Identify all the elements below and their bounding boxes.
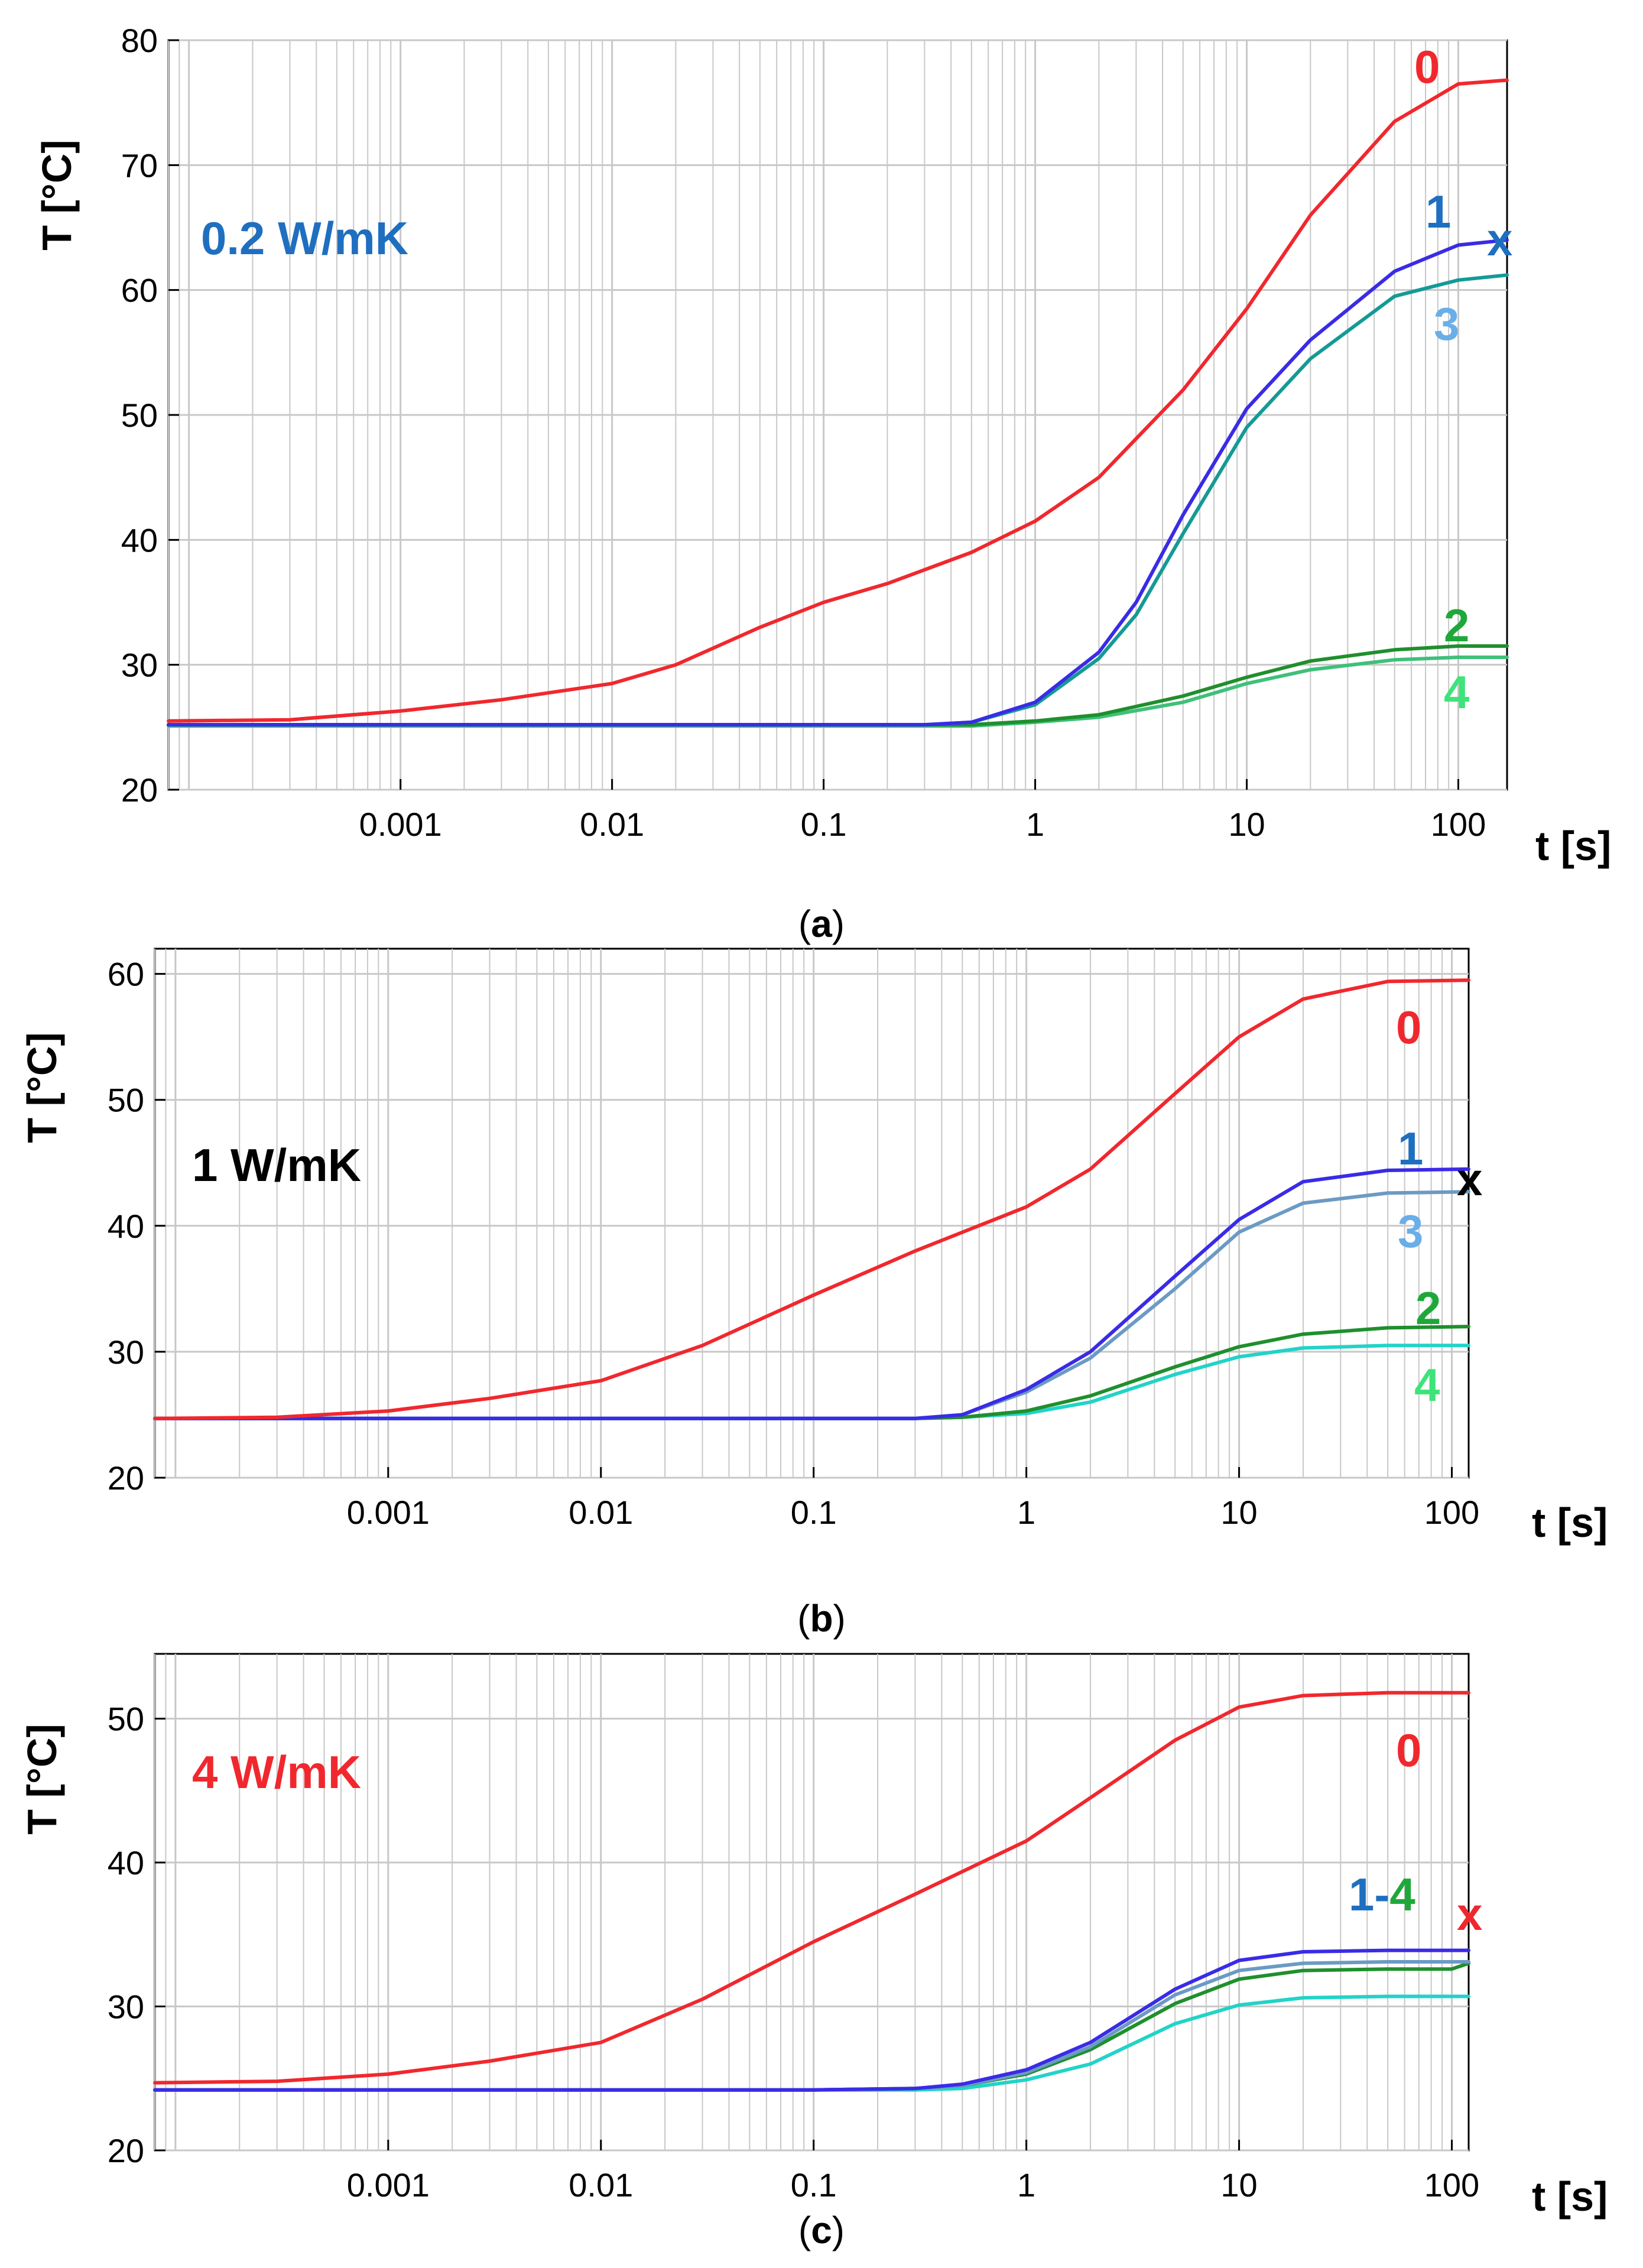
series-layer-a — [167, 78, 1509, 728]
x-tick-label-c: 0.1 — [791, 2166, 837, 2204]
x-marker-c: x — [1457, 1888, 1482, 1940]
x-tick-label-b: 0.01 — [569, 1494, 633, 1531]
series-line-1-c — [153, 1948, 1470, 2092]
curve-label-1-a: 1 — [1426, 186, 1451, 238]
x-tick-label-b: 100 — [1424, 1494, 1479, 1531]
curve-label-0-c: 0 — [1396, 1724, 1421, 1776]
y-tick-label-c: 20 — [108, 2132, 144, 2169]
grid-c — [154, 1654, 1469, 2152]
x-marker-a: x — [1487, 213, 1512, 265]
curve-label-4-a: 4 — [1444, 666, 1469, 718]
series-layer-b — [153, 978, 1470, 1420]
y-tick-label-a: 60 — [121, 272, 158, 309]
y-tick-label-a: 50 — [121, 397, 158, 434]
curve-label-2-b: 2 — [1415, 1282, 1441, 1334]
curve-label-2-a: 2 — [1444, 599, 1469, 651]
y-tick-label-a: 80 — [121, 22, 158, 59]
series-line-0-c — [153, 1691, 1470, 2085]
caption-letter-c: c — [811, 2209, 832, 2251]
conductivity-annotation-a: 0.2 W/mK — [201, 212, 408, 264]
x-tick-label-c: 10 — [1220, 2166, 1257, 2204]
x-tick-label-c: 100 — [1424, 2166, 1479, 2204]
conductivity-annotation-c: 4 W/mK — [192, 1746, 361, 1798]
y-tick-label-c: 40 — [108, 1844, 144, 1881]
curve-label-0-a: 0 — [1414, 41, 1440, 93]
x-tick-label-b: 1 — [1017, 1494, 1035, 1531]
plot-area-b — [154, 948, 1470, 1479]
x-marker-b: x — [1457, 1153, 1482, 1205]
x-tick-label-b: 0.001 — [347, 1494, 430, 1531]
x-tick-label-a: 1 — [1026, 806, 1044, 843]
y-tick-label-c: 30 — [108, 1988, 144, 2026]
plot-area-c — [154, 1653, 1470, 2152]
y-axis-title-c: T [°C] — [19, 1724, 65, 1834]
x-tick-label-b: 10 — [1220, 1494, 1257, 1531]
y-tick-label-c: 50 — [108, 1701, 144, 1738]
y-tick-label-b: 30 — [108, 1333, 144, 1371]
x-axis-title-b: t [s] — [1532, 1500, 1608, 1546]
curve-label-4-b: 4 — [1414, 1359, 1440, 1411]
caption-letter-a: a — [811, 903, 832, 945]
series-line-0-a — [167, 78, 1509, 723]
x-axis-title-a: t [s] — [1535, 823, 1611, 869]
curve-label-3-b: 3 — [1398, 1205, 1423, 1257]
y-tick-label-b: 40 — [108, 1208, 144, 1245]
x-tick-label-b: 0.1 — [791, 1494, 837, 1531]
group-label-part1: 1- — [1349, 1868, 1389, 1920]
group-label-1-4-c: 1-4 — [1349, 1868, 1415, 1920]
x-tick-label-c: 0.01 — [569, 2166, 633, 2204]
caption-c: (c) — [798, 2209, 845, 2251]
series-line-1-b — [153, 1167, 1470, 1420]
y-tick-label-b: 20 — [108, 1459, 144, 1497]
y-axis-title-b: T [°C] — [19, 1032, 65, 1143]
x-tick-label-a: 0.01 — [580, 806, 644, 843]
y-axis-title-a: T [°C] — [34, 139, 80, 250]
x-tick-label-a: 100 — [1431, 806, 1486, 843]
y-tick-label-a: 30 — [121, 647, 158, 684]
caption-b: (b) — [797, 1597, 846, 1640]
curve-label-0-b: 0 — [1396, 1001, 1421, 1053]
x-tick-label-a: 10 — [1228, 806, 1265, 843]
curve-label-1-b: 1 — [1398, 1122, 1423, 1174]
x-tick-label-c: 1 — [1017, 2166, 1035, 2204]
x-tick-label-a: 0.001 — [359, 806, 442, 843]
caption-a: (a) — [798, 903, 845, 945]
series-line-1-a — [167, 238, 1509, 727]
group-label-part2: 4 — [1389, 1868, 1415, 1920]
y-tick-label-b: 50 — [108, 1082, 144, 1119]
caption-letter-b: b — [810, 1597, 833, 1640]
x-tick-label-a: 0.1 — [801, 806, 847, 843]
x-tick-label-c: 0.001 — [347, 2166, 430, 2204]
y-tick-label-b: 60 — [108, 956, 144, 993]
series-layer-c — [153, 1691, 1470, 2092]
y-tick-label-a: 20 — [121, 771, 158, 809]
series-line-0-b — [153, 978, 1470, 1420]
x-axis-title-c: t [s] — [1532, 2173, 1608, 2220]
curve-label-3-a: 3 — [1434, 298, 1459, 350]
conductivity-annotation-b: 1 W/mK — [192, 1139, 361, 1191]
y-tick-label-a: 70 — [121, 147, 158, 184]
y-tick-label-a: 40 — [121, 521, 158, 559]
